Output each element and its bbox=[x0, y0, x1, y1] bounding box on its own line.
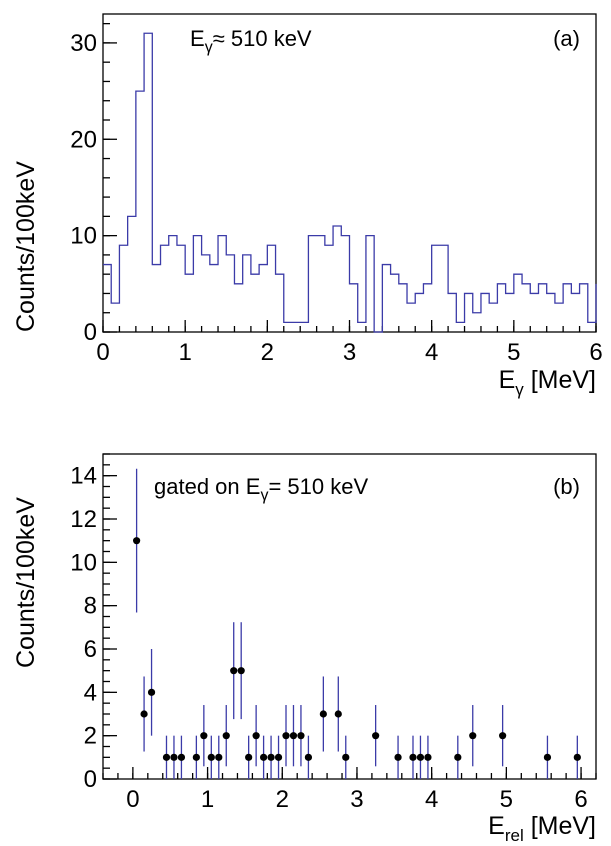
panel-a-x-tick-label: 0 bbox=[96, 339, 109, 366]
panel-b-x-tick-label: 3 bbox=[350, 786, 363, 813]
data-point bbox=[192, 753, 200, 761]
data-point bbox=[222, 732, 230, 740]
panel-a-label: (a) bbox=[553, 26, 580, 51]
panel-b-y-tick-label: 2 bbox=[84, 723, 97, 750]
data-point bbox=[267, 753, 275, 761]
panel-a-y-tick-label: 10 bbox=[70, 223, 97, 250]
panel-a-x-tick-label: 1 bbox=[178, 339, 191, 366]
panel-a-x-tick-label: 2 bbox=[261, 339, 274, 366]
panel-b-data-points bbox=[133, 468, 581, 779]
data-point bbox=[304, 753, 313, 761]
panel-a-x-tick-label: 6 bbox=[589, 339, 602, 366]
data-point bbox=[499, 732, 507, 740]
data-point bbox=[409, 753, 417, 761]
data-point bbox=[237, 667, 245, 675]
data-point bbox=[170, 753, 178, 761]
data-point bbox=[469, 732, 477, 740]
data-point bbox=[334, 710, 342, 718]
data-point bbox=[274, 753, 283, 761]
data-point bbox=[297, 732, 305, 740]
data-point bbox=[252, 732, 260, 740]
data-point bbox=[245, 753, 253, 761]
data-point bbox=[282, 732, 290, 740]
panel-a-x-tick-label: 5 bbox=[507, 339, 520, 366]
data-point bbox=[424, 753, 432, 761]
data-point bbox=[394, 753, 402, 761]
panel-a-x-tick-label: 4 bbox=[425, 339, 438, 366]
panel-a-ticks bbox=[102, 22, 597, 333]
panel-a-y-axis-title: Counts/100keV bbox=[12, 161, 40, 332]
panel-b-y-tick-label: 14 bbox=[70, 463, 97, 490]
data-point bbox=[147, 688, 156, 696]
panel-b-x-tick-label: 5 bbox=[500, 786, 513, 813]
data-point bbox=[543, 753, 552, 761]
panel-b-annotation: gated on Eγ= 510 keV bbox=[154, 474, 368, 504]
data-point bbox=[230, 667, 238, 675]
panel-b-x-axis-title: Erel [MeV] bbox=[488, 812, 596, 845]
data-point bbox=[342, 753, 350, 761]
panel-a-x-tick-label: 3 bbox=[343, 339, 356, 366]
panel-a-y-tick-label: 20 bbox=[70, 126, 97, 153]
panel-b-y-tick-label: 8 bbox=[84, 593, 97, 620]
panel-b-x-tick-label: 1 bbox=[201, 786, 214, 813]
data-point bbox=[259, 753, 268, 761]
data-point bbox=[215, 753, 223, 761]
data-point bbox=[289, 732, 298, 740]
panel-a-tick-labels: 0 1 2 3 4 5 6 0 10 20 30 bbox=[70, 30, 602, 366]
data-point bbox=[207, 753, 215, 761]
panel-b-y-axis-title: Counts/100keV bbox=[12, 497, 40, 668]
panel-a-x-axis-title: Eγ [MeV] bbox=[499, 366, 596, 399]
panel-b-label: (b) bbox=[553, 474, 580, 499]
panel-b-y-tick-label: 12 bbox=[70, 506, 97, 533]
data-point bbox=[140, 710, 148, 718]
panel-b-y-tick-label: 0 bbox=[84, 766, 97, 793]
panel-b-x-tick-label: 4 bbox=[425, 786, 438, 813]
data-point bbox=[133, 537, 141, 545]
data-point bbox=[319, 710, 327, 718]
panel-b-frame bbox=[102, 453, 597, 780]
panel-a-y-tick-label: 30 bbox=[70, 30, 97, 57]
data-point bbox=[162, 753, 171, 761]
panel-b-y-tick-label: 4 bbox=[84, 679, 97, 706]
data-point bbox=[177, 753, 186, 761]
panel-b-x-tick-label: 2 bbox=[276, 786, 289, 813]
panel-b-y-tick-label: 6 bbox=[84, 636, 97, 663]
panel-a-histogram-line bbox=[103, 32, 597, 333]
panel-b-y-tick-label: 10 bbox=[70, 549, 97, 576]
data-point bbox=[372, 732, 380, 740]
data-point bbox=[454, 753, 462, 761]
data-point bbox=[416, 753, 425, 761]
panel-b-x-tick-label: 0 bbox=[126, 786, 139, 813]
data-point bbox=[573, 753, 581, 761]
panel-b-x-tick-label: 6 bbox=[574, 786, 587, 813]
panel-a-y-tick-label: 0 bbox=[84, 319, 97, 346]
panel-b-ticks bbox=[102, 453, 597, 780]
panel-a-annotation: Eγ≈ 510 keV bbox=[190, 26, 312, 56]
data-point bbox=[200, 732, 208, 740]
